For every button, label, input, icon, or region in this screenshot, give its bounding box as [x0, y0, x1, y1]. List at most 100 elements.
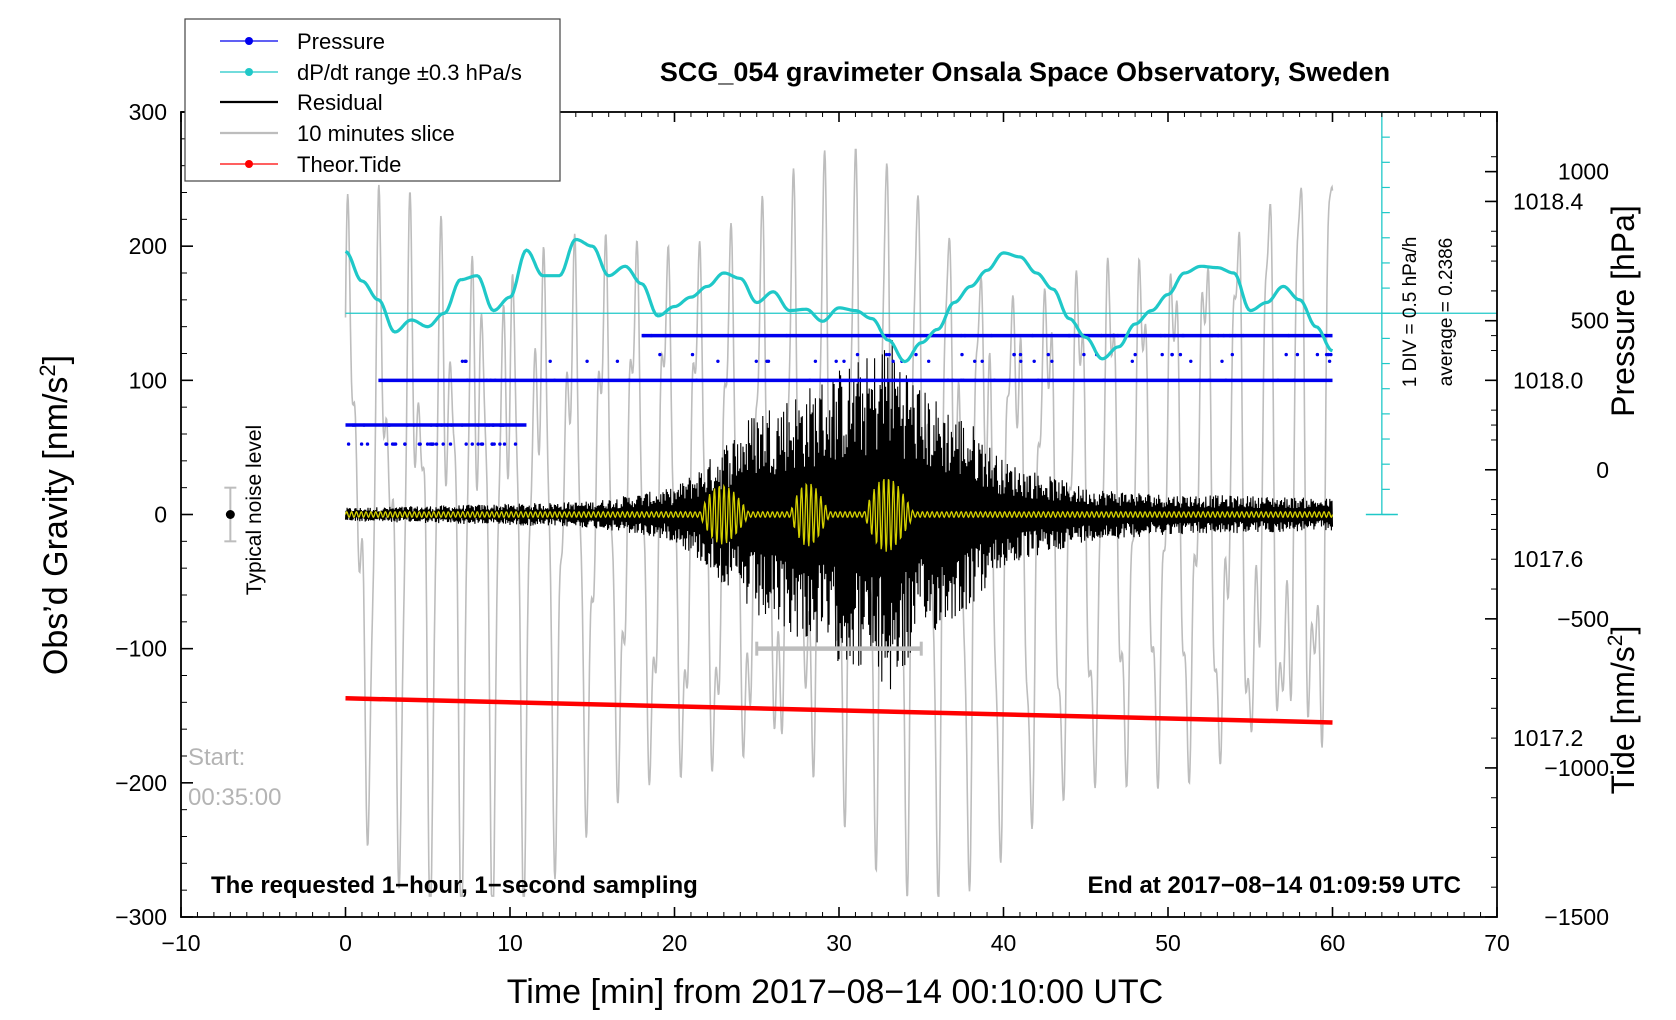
start-time: 00:35:00: [188, 784, 281, 811]
legend-label-residual: Residual: [297, 90, 383, 115]
pressure-point: [973, 378, 977, 382]
pressure-point: [1163, 333, 1167, 338]
pressure-point: [1315, 352, 1320, 357]
pressure-point: [346, 442, 351, 446]
pressure-point: [664, 333, 668, 338]
pressure-point: [465, 378, 469, 382]
pressure-point: [480, 442, 485, 446]
pressure-point: [460, 423, 464, 427]
legend-label-pressure: Pressure: [297, 29, 385, 54]
y-tick-label: 100: [129, 367, 167, 393]
pressure-point: [1233, 333, 1237, 338]
start-label: Start:: [188, 744, 245, 771]
pressure-point: [548, 359, 552, 363]
pressure-point: [973, 359, 977, 363]
pressure-point: [1050, 378, 1055, 382]
pressure-point: [365, 442, 370, 446]
pressure-point: [412, 423, 416, 427]
pressure-point: [1046, 352, 1051, 357]
pressure-point: [863, 378, 868, 382]
pressure-point: [754, 359, 758, 363]
pressure-point: [1160, 352, 1164, 357]
x-tick-label: 0: [339, 930, 352, 956]
legend: Pressure dP/dt range ±0.3 hPa/s Residual…: [184, 18, 561, 182]
pressure-point: [894, 378, 898, 382]
legend-entry-slice: 10 minutes slice: [220, 121, 455, 146]
pressure-point: [1178, 352, 1183, 357]
y-tick-label: −100: [115, 636, 167, 662]
pressure-point: [961, 378, 965, 382]
pressure-point: [502, 442, 507, 446]
pressure-point: [445, 423, 449, 427]
pressure-point: [1159, 333, 1163, 338]
pressure-point: [460, 359, 465, 363]
filtered-residual-line: [344, 478, 1334, 552]
pressure-point: [1220, 359, 1224, 363]
pressure-point: [716, 359, 720, 363]
y-tick-label: 200: [129, 233, 167, 259]
pressure-point: [1287, 333, 1291, 338]
pressure-point: [1284, 352, 1288, 357]
pressure-point: [642, 333, 646, 338]
pressure-point: [1116, 333, 1120, 338]
pressure-point: [1018, 352, 1023, 357]
pressure-point: [946, 378, 950, 382]
pressure-point: [392, 442, 396, 446]
pressure-point: [842, 359, 846, 363]
tide-tick-label: −1500: [1544, 904, 1609, 930]
legend-entry-tide: Theor.Tide: [220, 152, 401, 177]
legend-entry-dpdt: dP/dt range ±0.3 hPa/s: [220, 60, 522, 85]
pressure-point: [362, 423, 366, 427]
pressure-point: [359, 442, 364, 446]
tide-tick-label: 0: [1596, 457, 1609, 483]
legend-entry-residual: Residual: [220, 90, 383, 115]
pressure-point: [464, 442, 468, 446]
pressure-point: [585, 359, 589, 363]
y-axis-label-pressure: Pressure [hPa]: [1605, 205, 1641, 417]
pressure-point: [1101, 378, 1106, 382]
pressure-point: [765, 359, 769, 363]
pressure-point: [834, 359, 838, 363]
pressure-point: [384, 442, 388, 446]
footer-right: End at 2017−08−14 01:09:59 UTC: [1087, 872, 1461, 899]
y-axis-label-left: Obs’d Gravity [nm/s2]: [35, 355, 75, 675]
legend-label-tide: Theor.Tide: [297, 152, 401, 177]
pressure-point: [593, 378, 597, 382]
pressure-point: [430, 442, 434, 446]
pressure-point: [1082, 352, 1086, 357]
pressure-point: [449, 423, 454, 427]
pressure-point: [488, 378, 493, 382]
pressure-tick-label: 1018.0: [1513, 367, 1583, 393]
pressure-point: [1189, 359, 1193, 363]
dpdt-series-line: [344, 237, 1334, 364]
y-tick-label: −200: [115, 770, 167, 796]
pressure-point: [498, 442, 502, 446]
pressure-point: [434, 442, 439, 446]
pressure-point: [351, 423, 355, 427]
tide-series-line: [345, 696, 1333, 725]
pressure-point: [1222, 333, 1226, 338]
pressure-point: [980, 359, 984, 363]
pressure-point: [819, 333, 824, 338]
legend-box: [184, 18, 561, 182]
pressure-point: [1012, 352, 1016, 357]
pressure-point: [884, 352, 889, 357]
pressure-point: [1210, 333, 1214, 338]
x-tick-label: 60: [1320, 930, 1346, 956]
x-tick-label: 40: [991, 930, 1017, 956]
pressure-point: [887, 352, 891, 357]
pressure-point: [439, 423, 444, 427]
pressure-point: [960, 352, 964, 357]
average-label: average = 0.2386: [1436, 238, 1457, 386]
legend-label-slice: 10 minutes slice: [297, 121, 455, 146]
pressure-point: [1230, 352, 1235, 357]
x-tick-label: 20: [662, 930, 688, 956]
pressure-tick-label: 1017.2: [1513, 725, 1583, 751]
residual-series-line: [344, 340, 1334, 690]
y-axis-label-tide: Tide [nm/s2]: [1604, 626, 1641, 795]
pressure-point: [540, 378, 545, 382]
pressure-point: [963, 333, 967, 338]
y-tick-label: −300: [115, 904, 167, 930]
tide-tick-label: −500: [1557, 606, 1609, 632]
